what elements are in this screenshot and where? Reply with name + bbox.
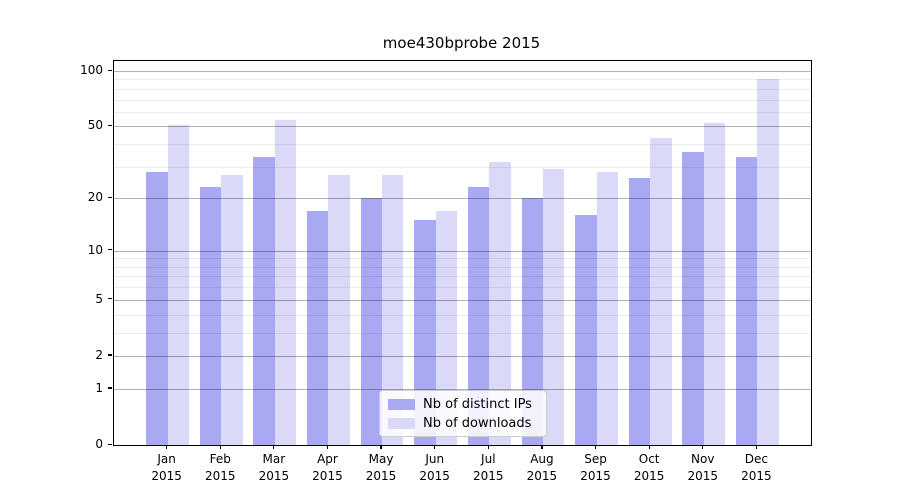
legend-swatch-downloads (388, 417, 415, 429)
y-tick-mark (108, 298, 112, 300)
gridline (114, 388, 811, 390)
bar-downloads (382, 174, 404, 445)
bar-downloads (757, 79, 779, 445)
x-tick-label: Feb 2015 (204, 452, 236, 483)
y-tick-mark (108, 249, 112, 251)
x-tick-label: Jun 2015 (419, 452, 450, 483)
gridline (114, 126, 811, 128)
bar-distinct-ips (682, 152, 704, 445)
bar-downloads (650, 138, 672, 445)
y-tick-label: 50 (87, 118, 103, 133)
x-tick-mark (380, 445, 382, 449)
bar-downloads (435, 210, 458, 445)
gridline (114, 111, 811, 113)
x-tick-label: May 2015 (365, 452, 397, 483)
chart-title: moe430bprobe 2015 (382, 34, 541, 52)
x-tick-label: Apr 2015 (312, 452, 343, 483)
x-tick-mark (487, 445, 489, 449)
gridline (114, 314, 811, 316)
y-tick-label: 0 (95, 437, 103, 451)
legend-label-downloads: Nb of downloads (423, 415, 532, 431)
x-tick-label: Oct 2015 (633, 452, 665, 483)
gridline (114, 299, 811, 301)
gridline (114, 332, 811, 334)
bar-distinct-ips (253, 156, 275, 445)
gridline (114, 166, 811, 168)
gridline (114, 198, 811, 200)
legend: Nb of distinct IPs Nb of downloads (379, 390, 547, 437)
x-tick-mark (648, 445, 650, 449)
y-tick-mark (108, 124, 112, 127)
legend-swatch-distinct-ips (388, 398, 415, 410)
x-tick-label: Dec 2015 (741, 452, 772, 483)
y-tick-label: 2 (95, 347, 103, 362)
bar-distinct-ips (146, 172, 168, 445)
gridline (114, 99, 811, 101)
gridline (114, 250, 811, 252)
gridline (114, 258, 811, 260)
x-tick-mark (702, 445, 704, 449)
bar-distinct-ips (628, 177, 651, 445)
x-tick-mark (273, 445, 275, 449)
y-tick-label: 20 (87, 190, 103, 205)
x-tick-mark (434, 445, 436, 449)
gridline (114, 88, 811, 90)
y-tick-label: 5 (95, 291, 103, 306)
bar-distinct-ips (414, 220, 436, 445)
bar-downloads (596, 172, 618, 445)
x-tick-mark (594, 445, 597, 449)
y-tick-label: 1 (95, 380, 103, 395)
x-tick-label: Aug 2015 (526, 452, 558, 483)
bar-distinct-ips (521, 198, 543, 445)
bar-downloads (221, 174, 243, 445)
x-tick-mark (326, 445, 329, 449)
bar-distinct-ips (735, 156, 758, 445)
y-tick-mark (108, 196, 112, 198)
x-tick-label: Sep 2015 (580, 452, 611, 483)
legend-entry-downloads: Nb of downloads (388, 416, 538, 431)
plot-area: Nb of distinct IPs Nb of downloads (113, 60, 812, 446)
bar-downloads (542, 169, 565, 445)
y-tick-mark (108, 69, 112, 71)
x-tick-label: Jul 2015 (473, 452, 504, 483)
bar-downloads (167, 124, 189, 445)
bar-distinct-ips (467, 187, 490, 445)
bar-downloads (489, 161, 511, 445)
x-tick-mark (541, 445, 543, 449)
y-tick-label: 10 (87, 242, 103, 257)
bar-distinct-ips (575, 215, 597, 445)
gridline (114, 355, 811, 357)
bar-downloads (703, 123, 726, 445)
gridline (114, 71, 811, 72)
y-tick-mark (108, 387, 112, 389)
x-tick-label: Jan 2015 (151, 452, 182, 483)
x-tick-mark (755, 445, 757, 449)
x-tick-label: Mar 2015 (258, 452, 290, 483)
gridline (114, 79, 811, 81)
y-tick-mark (108, 443, 112, 445)
bar-distinct-ips (199, 187, 222, 445)
gridline (114, 144, 811, 146)
x-tick-mark (166, 445, 168, 449)
gridline (114, 276, 811, 278)
x-tick-mark (219, 445, 221, 449)
bar-distinct-ips (307, 210, 329, 445)
bar-distinct-ips (360, 198, 383, 445)
y-tick-mark (108, 354, 112, 356)
y-tick-label: 100 (80, 63, 103, 77)
gridline (114, 287, 811, 289)
legend-entry-distinct-ips: Nb of distinct IPs (388, 397, 538, 412)
legend-label-distinct-ips: Nb of distinct IPs (423, 396, 532, 412)
x-tick-label: Nov 2015 (687, 452, 719, 483)
bar-downloads (328, 174, 350, 445)
gridline (114, 266, 811, 268)
bar-downloads (274, 120, 297, 445)
